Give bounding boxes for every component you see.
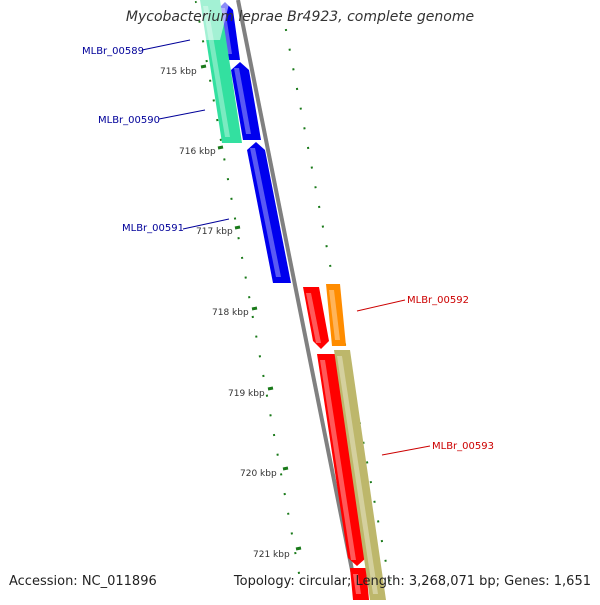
genome-title: Mycobacterium leprae Br4923, complete ge… xyxy=(0,9,600,25)
gene-label: MLBr_00590 xyxy=(98,115,160,126)
genome-stats-label: Topology: circular; Length: 3,268,071 bp… xyxy=(234,574,591,589)
gene-label-leader xyxy=(142,40,190,50)
scale-tick-label: 721 kbp xyxy=(253,550,290,560)
accession-label: Accession: NC_011896 xyxy=(9,574,157,589)
scale-tick xyxy=(252,308,257,309)
gene-features xyxy=(196,0,386,600)
scale-tick-label: 717 kbp xyxy=(196,227,233,237)
scale-tick-label: 715 kbp xyxy=(160,67,197,77)
scale-tick-label: 718 kbp xyxy=(212,308,249,318)
scale-tick-label: 720 kbp xyxy=(240,469,277,479)
scale-tick xyxy=(201,66,206,67)
gene-label: MLBr_00592 xyxy=(407,295,469,306)
gene-label: MLBr_00589 xyxy=(82,46,144,57)
scale-tick xyxy=(218,147,223,148)
scale-tick xyxy=(283,468,288,469)
gene-mlbr-00592-cds xyxy=(326,284,346,346)
gene-label-leader xyxy=(382,446,430,455)
gene-label: MLBr_00591 xyxy=(122,223,184,234)
scale-tick xyxy=(296,548,301,549)
scale-tick xyxy=(235,227,240,228)
gene-label-leader xyxy=(159,110,205,119)
map-labels: 715 kbp 716 kbp 717 kbp 718 kbp 719 kbp 720 k… xyxy=(82,46,494,560)
scale-tick-label: 719 kbp xyxy=(228,389,265,399)
gene-label: MLBr_00593 xyxy=(432,441,494,452)
scale-tick-label: 716 kbp xyxy=(179,147,216,157)
scale-tick xyxy=(268,388,273,389)
gene-label-leader xyxy=(357,300,405,311)
